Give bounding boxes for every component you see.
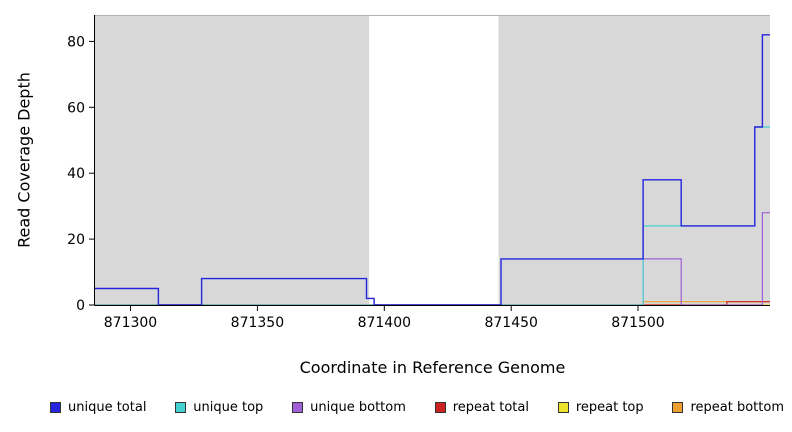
legend-label: repeat total [452,399,529,415]
legend-swatch-repeat_top [557,401,569,413]
legend-swatch-repeat_bottom [672,401,684,413]
x-axis-title: Coordinate in Reference Genome [299,358,566,377]
legend-swatch-unique_bottom [292,401,304,413]
legend-label: unique top [193,399,264,415]
y-tick-label: 40 [67,166,85,182]
legend-swatch-unique_top [175,401,187,413]
uncovered-gap-region [369,15,499,305]
legend-item-unique_top: unique top [175,400,263,415]
x-tick-label: 871450 [484,315,537,331]
x-tick-label: 871350 [231,315,284,331]
legend-item-repeat_top: repeat top [557,399,644,415]
legend-label: unique total [68,399,147,415]
y-tick-label: 20 [67,232,85,248]
y-tick-label: 80 [67,34,85,50]
x-tick-label: 871400 [358,315,411,331]
x-tick-label: 871500 [611,315,664,331]
legend-label: repeat bottom [690,399,784,415]
legend-swatch-unique_total [50,401,61,413]
legend-label: repeat top [575,399,644,415]
legend: unique total unique top unique bottom repea… [50,399,784,415]
series-path-unique_total [95,34,770,306]
x-tick-label: 871300 [104,315,157,331]
y-tick-label: 0 [76,298,85,314]
legend-item-repeat_bottom: repeat bottom [672,400,784,415]
y-tick-label: 60 [67,100,85,116]
legend-swatch-repeat_total [434,401,446,413]
legend-label: unique bottom [310,399,406,415]
legend-item-unique_bottom: unique bottom [292,400,406,415]
y-axis-title: Read Coverage Depth [14,72,34,248]
legend-item-repeat_total: repeat total [434,399,529,415]
legend-item-unique_total: unique total [50,400,146,415]
